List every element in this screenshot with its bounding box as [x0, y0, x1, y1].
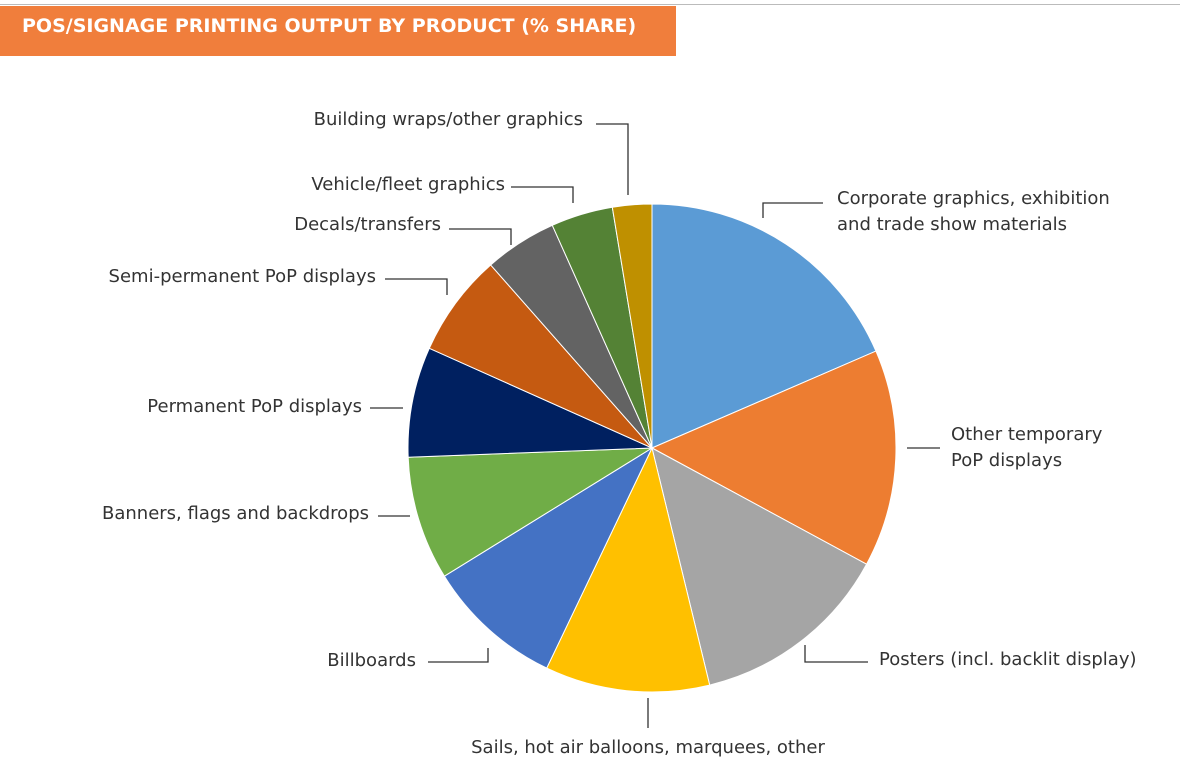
pie-slice: [407, 347, 653, 458]
pie-slice: [651, 203, 877, 449]
slice-label: Building wraps/other graphics: [313, 109, 583, 130]
slice-label: Permanent PoP displays: [147, 396, 362, 417]
pie-slice: [428, 264, 653, 449]
chart-title: POS/SIGNAGE PRINTING OUTPUT BY PRODUCT (…: [0, 6, 676, 56]
leader-line: [762, 202, 823, 218]
slice-label: Corporate graphics, exhibition and trade…: [837, 188, 1110, 235]
leader-line: [804, 645, 868, 663]
leader-line: [428, 648, 489, 663]
slice-label: Billboards: [327, 650, 416, 671]
pie-slice: [407, 447, 654, 577]
slice-label: Banners, flags and backdrops: [102, 503, 369, 524]
slice-label: Vehicle/fleet graphics: [311, 174, 505, 195]
pie-slice: [650, 350, 897, 565]
leader-line: [511, 186, 574, 203]
slice-label: Sails, hot air balloons, marquees, other: [471, 737, 825, 758]
slice-label: Other temporary PoP displays: [951, 424, 1103, 471]
pie-slice: [611, 203, 653, 449]
leader-line: [449, 228, 512, 245]
pie-slice: [546, 446, 711, 693]
leader-line: [596, 123, 629, 195]
slice-label: Decals/transfers: [294, 214, 441, 235]
slice-label: Posters (incl. backlit display): [879, 649, 1137, 670]
top-border: [0, 4, 1180, 5]
pie-slice: [443, 446, 654, 669]
slice-label: Semi-permanent PoP displays: [108, 266, 376, 287]
leader-line: [385, 278, 448, 295]
pie-slice: [651, 447, 868, 686]
